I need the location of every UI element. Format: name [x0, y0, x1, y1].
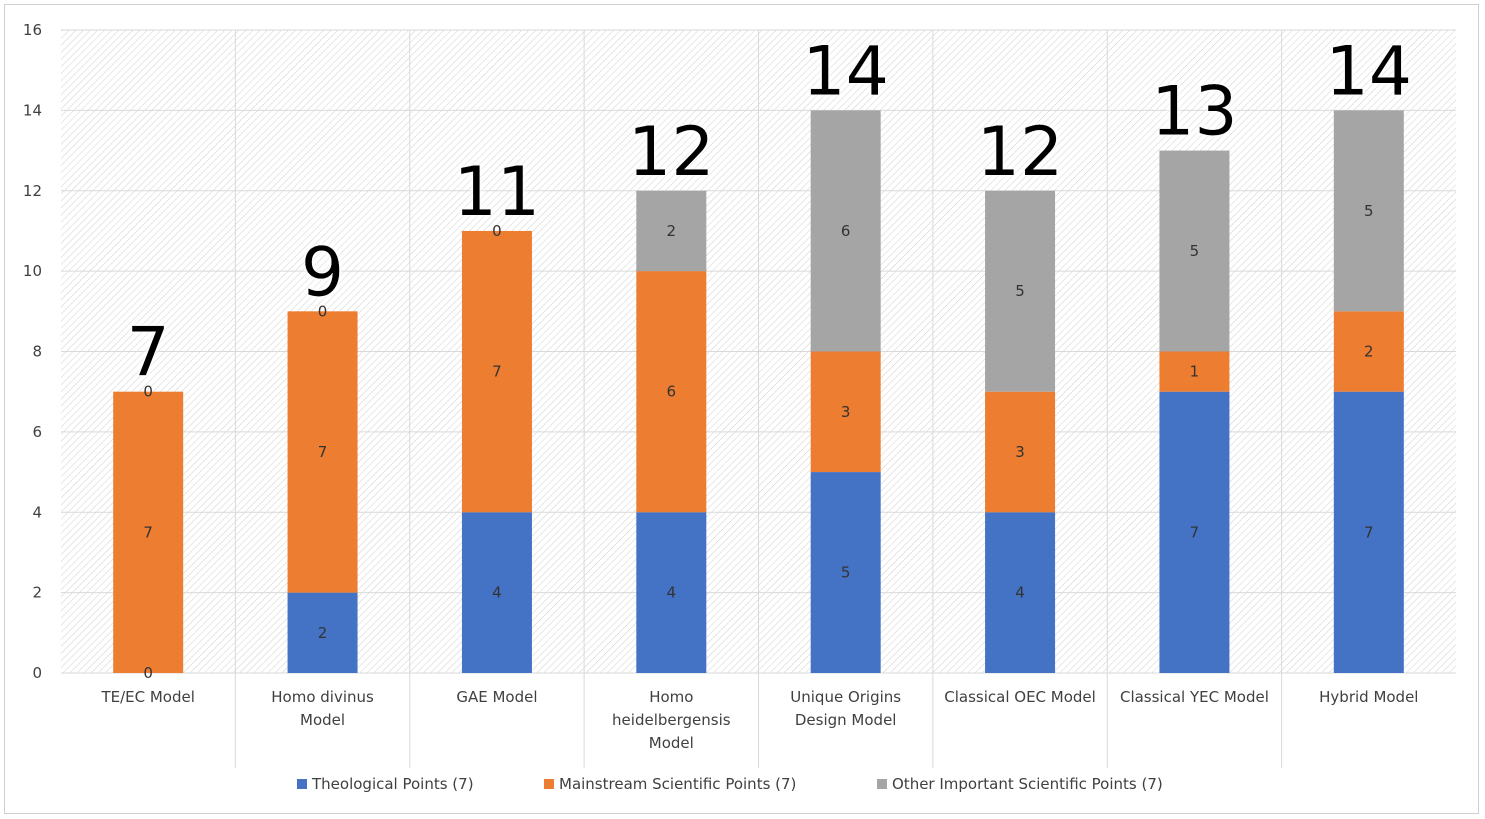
- bar-segment: [636, 271, 707, 513]
- legend: Theological Points (7) Mainstream Scienti…: [297, 775, 1163, 793]
- segment-value-label: 3: [1015, 443, 1025, 461]
- legend-label: Mainstream Scientific Points (7): [559, 775, 796, 793]
- total-value-label: 12: [977, 113, 1064, 192]
- bar-segment: [810, 351, 881, 473]
- segment-value-label: 3: [841, 403, 851, 421]
- y-tick-label: 4: [32, 503, 42, 521]
- x-category-label: Classical OEC Model: [944, 688, 1096, 706]
- segment-value-label: 4: [667, 584, 677, 602]
- y-tick-label: 0: [32, 664, 42, 682]
- total-value-label: 14: [802, 32, 889, 111]
- x-category-label: GAE Model: [456, 688, 537, 706]
- bar-segment: [1159, 150, 1230, 352]
- y-tick-label: 12: [23, 182, 42, 200]
- legend-label: Theological Points (7): [311, 775, 474, 793]
- segment-value-label: 0: [143, 383, 153, 401]
- y-tick-label: 16: [23, 21, 42, 39]
- category-separators: [234, 30, 1283, 768]
- legend-swatch: [544, 779, 554, 789]
- segment-value-label: 4: [1015, 584, 1025, 602]
- bar-segment: [461, 230, 532, 513]
- segment-value-label: 5: [1190, 242, 1200, 260]
- x-category-label: TE/EC Model: [100, 688, 194, 706]
- x-category-label: Hybrid Model: [1319, 688, 1418, 706]
- total-value-label: 11: [454, 153, 541, 232]
- y-tick-label: 14: [23, 101, 42, 119]
- bar-segment: [810, 110, 881, 352]
- x-axis-categories: TE/EC Model Homo divinus Model GAE Model Hom…: [100, 688, 1418, 752]
- segment-value-label: 0: [492, 222, 502, 240]
- segment-value-label: 2: [1364, 343, 1374, 361]
- total-value-label: 9: [301, 233, 344, 312]
- segment-value-label: 7: [1364, 523, 1374, 541]
- legend-swatch: [297, 779, 307, 789]
- segment-labels: 0 7 0 2 7 0 4 7 0 4 6 2 5 3 6 4 3 5 7 1 5 7 2 5: [143, 202, 1373, 682]
- bar-segment: [636, 512, 707, 673]
- segment-value-label: 5: [1015, 282, 1025, 300]
- segment-value-label: 2: [667, 222, 677, 240]
- segment-value-label: 5: [841, 564, 851, 582]
- total-value-label: 12: [628, 113, 715, 192]
- segment-value-label: 2: [318, 624, 328, 642]
- total-value-label: 7: [127, 314, 170, 393]
- y-axis-ticks: 0 2 4 6 8 10 12 14 16: [23, 21, 42, 682]
- segment-value-label: 7: [143, 523, 153, 541]
- x-category-label: Unique Origins Design Model: [790, 688, 901, 729]
- segment-value-label: 6: [667, 383, 677, 401]
- bar-segment: [1159, 351, 1230, 392]
- total-value-label: 13: [1151, 73, 1238, 152]
- segment-value-label: 5: [1364, 202, 1374, 220]
- y-tick-label: 8: [32, 343, 42, 361]
- bar-segment: [985, 512, 1056, 673]
- segment-value-label: 7: [492, 363, 502, 381]
- y-tick-label: 6: [32, 423, 42, 441]
- segment-value-label: 1: [1190, 363, 1200, 381]
- bar-segment: [1333, 110, 1404, 312]
- bar-segment: [461, 512, 532, 673]
- x-category-label: Classical YEC Model: [1120, 688, 1269, 706]
- segment-value-label: 0: [143, 664, 153, 682]
- bar-segment: [810, 472, 881, 673]
- total-value-label: 14: [1326, 32, 1413, 111]
- bar-segment: [287, 592, 358, 673]
- bar-segment: [1159, 391, 1230, 673]
- bar-segment: [636, 190, 707, 272]
- bars: [113, 110, 1404, 673]
- x-category-label: Homo heidelbergensis Model: [612, 688, 731, 752]
- bar-segment: [985, 190, 1056, 392]
- bar-segment: [113, 391, 184, 673]
- legend-label: Other Important Scientific Points (7): [892, 775, 1163, 793]
- bar-segment: [1333, 311, 1404, 392]
- segment-value-label: 6: [841, 222, 851, 240]
- segment-value-label: 0: [318, 302, 328, 320]
- x-category-label: Homo divinus Model: [271, 688, 374, 729]
- y-tick-label: 10: [23, 262, 42, 280]
- segment-value-label: 4: [492, 584, 502, 602]
- bar-segment: [287, 311, 358, 593]
- segment-value-label: 7: [318, 443, 328, 461]
- bar-segment: [1333, 391, 1404, 673]
- y-tick-label: 2: [32, 584, 42, 602]
- segment-value-label: 7: [1190, 523, 1200, 541]
- legend-swatch: [877, 779, 887, 789]
- bar-segment: [985, 391, 1056, 513]
